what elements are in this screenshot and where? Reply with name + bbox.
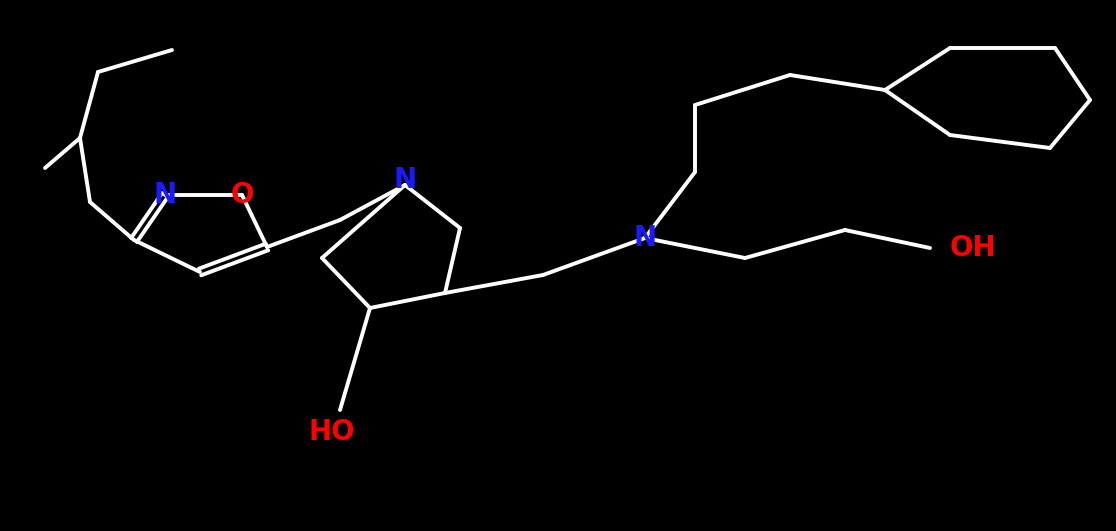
Text: N: N: [634, 224, 656, 252]
Text: OH: OH: [950, 234, 997, 262]
Text: O: O: [230, 181, 253, 209]
Text: N: N: [394, 166, 416, 194]
Text: N: N: [153, 181, 176, 209]
Text: HO: HO: [309, 418, 355, 446]
